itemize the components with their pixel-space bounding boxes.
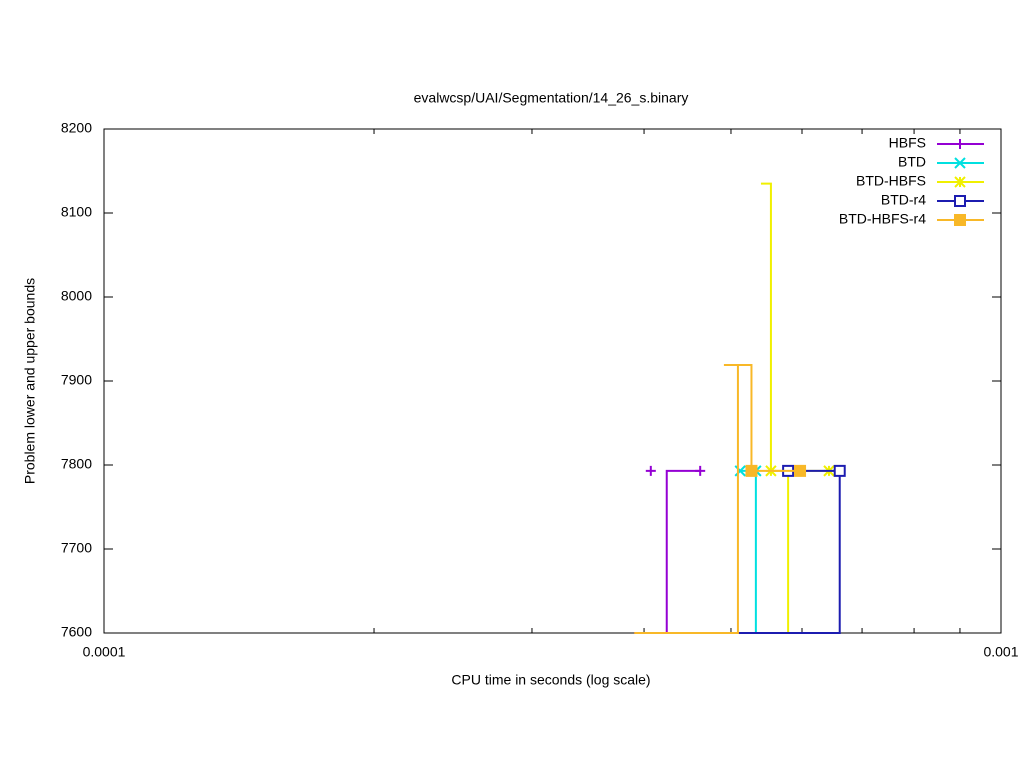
y-tick-label: 7800 bbox=[61, 456, 92, 472]
y-axis-label: Problem lower and upper bounds bbox=[22, 278, 38, 484]
y-tick-label: 8100 bbox=[61, 204, 92, 220]
legend-label: BTD-HBFS bbox=[856, 173, 926, 189]
series-line bbox=[737, 469, 841, 634]
y-tick-label: 8000 bbox=[61, 288, 92, 304]
x-tick-label: 0.0001 bbox=[83, 644, 126, 660]
legend-label: BTD-r4 bbox=[881, 192, 926, 208]
y-tick-label: 7900 bbox=[61, 372, 92, 388]
chart-title: evalwcsp/UAI/Segmentation/14_26_s.binary bbox=[414, 90, 689, 106]
x-axis-label: CPU time in seconds (log scale) bbox=[451, 672, 650, 688]
y-tick-label: 8200 bbox=[61, 120, 92, 136]
legend-label: BTD-HBFS-r4 bbox=[839, 211, 926, 227]
y-tick-label: 7600 bbox=[61, 624, 92, 640]
y-tick-label: 7700 bbox=[61, 540, 92, 556]
marker bbox=[794, 464, 807, 477]
marker bbox=[833, 464, 846, 477]
legend-label: BTD bbox=[898, 154, 926, 170]
x-tick-label: 0.001 bbox=[983, 644, 1018, 660]
legend-label: HBFS bbox=[889, 135, 926, 151]
legend-marker bbox=[954, 195, 966, 207]
marker bbox=[695, 465, 706, 476]
legend-marker bbox=[955, 139, 965, 149]
marker bbox=[745, 464, 758, 477]
legend-marker bbox=[954, 157, 966, 169]
marker bbox=[645, 465, 656, 476]
series-line bbox=[634, 364, 801, 634]
legend-marker bbox=[954, 176, 966, 188]
marker bbox=[734, 465, 746, 477]
legend-marker bbox=[954, 214, 966, 226]
